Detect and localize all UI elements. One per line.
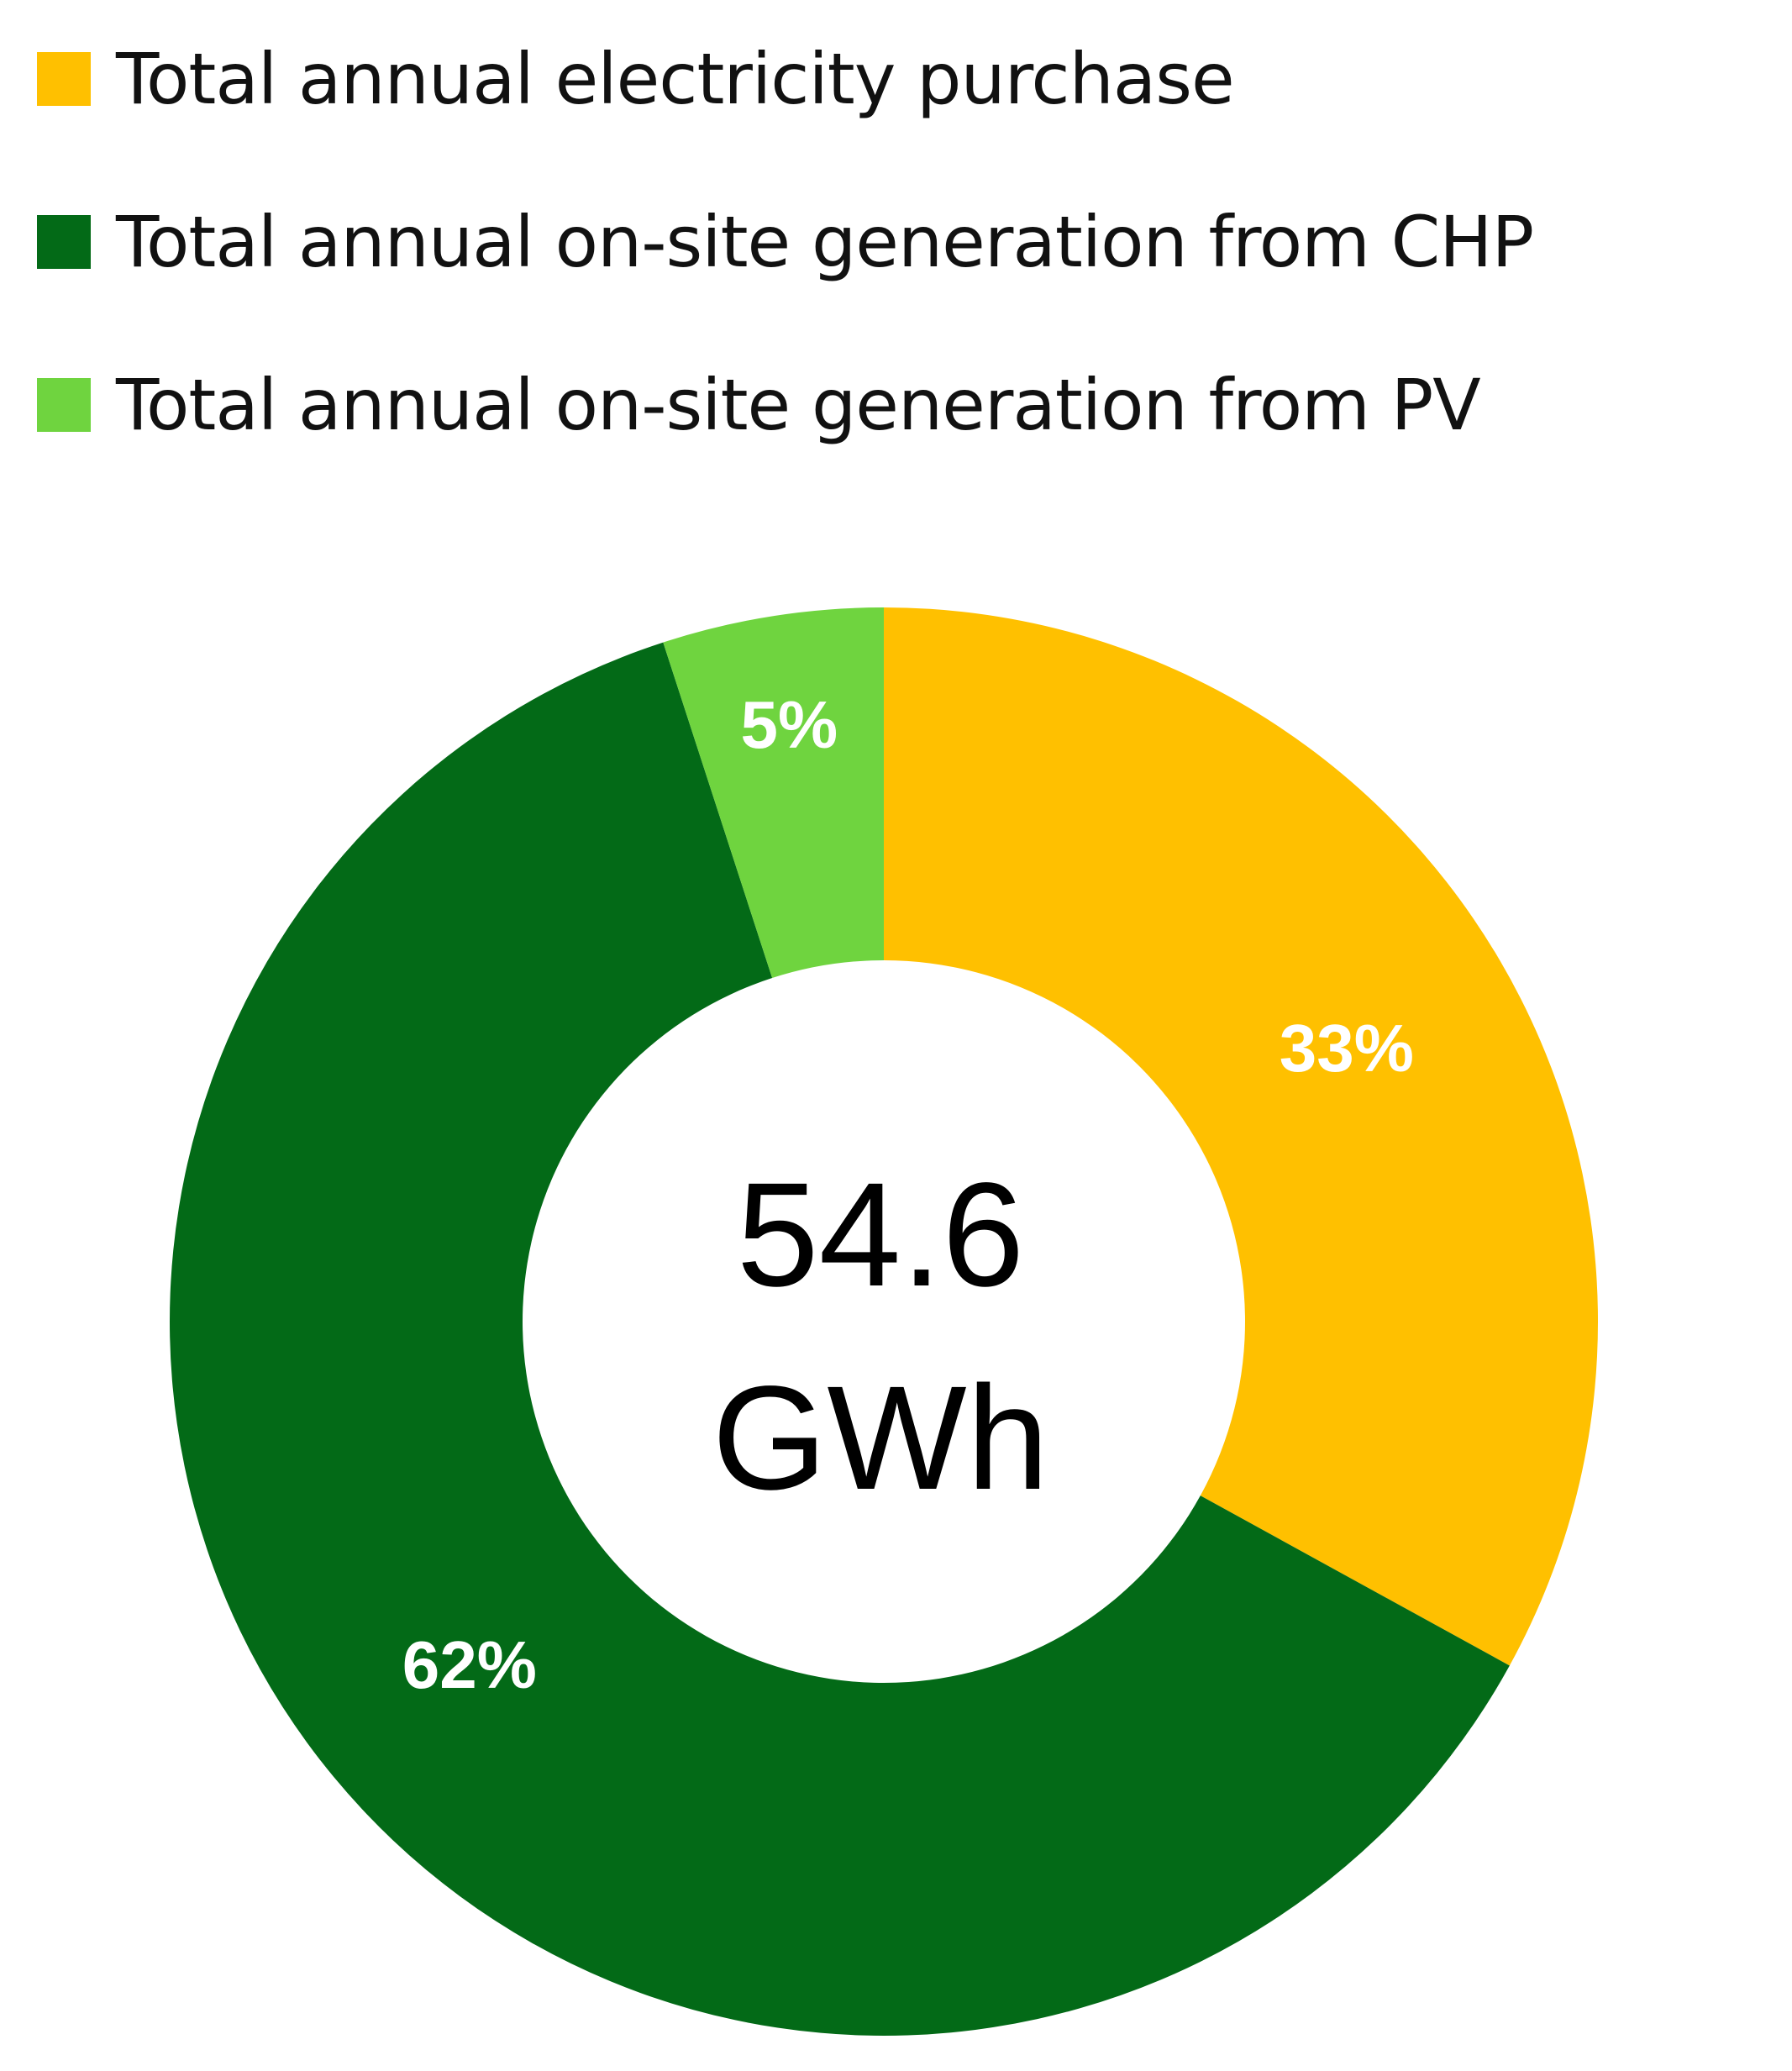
legend-label-pv: Total annual on-site generation from PV — [116, 364, 1481, 446]
slice-label-2: 62% — [402, 1627, 537, 1702]
legend-swatch-pv — [37, 378, 91, 432]
legend-item-pv: Total annual on-site generation from PV — [37, 343, 1533, 467]
legend-swatch-chp — [37, 215, 91, 269]
slice-1 — [884, 607, 1598, 1666]
legend-item-purchase: Total annual electricity purchase — [37, 17, 1533, 141]
legend-label-purchase: Total annual electricity purchase — [116, 38, 1235, 120]
slice-labels: 33% 62% 5% — [402, 687, 1414, 1702]
slice-3 — [663, 607, 884, 979]
legend: Total annual electricity purchase Total … — [37, 17, 1534, 506]
legend-swatch-purchase — [37, 52, 91, 106]
slice-2 — [169, 642, 1510, 2036]
slice-label-1: 33% — [1280, 1011, 1414, 1085]
center-value: 54.6 — [737, 1153, 1025, 1317]
legend-item-chp: Total annual on-site generation from CHP — [37, 180, 1534, 304]
donut-slices — [169, 607, 1598, 2036]
slice-label-3: 5% — [741, 687, 838, 762]
center-unit: GWh — [712, 1356, 1049, 1521]
legend-label-chp: Total annual on-site generation from CHP — [116, 201, 1534, 283]
